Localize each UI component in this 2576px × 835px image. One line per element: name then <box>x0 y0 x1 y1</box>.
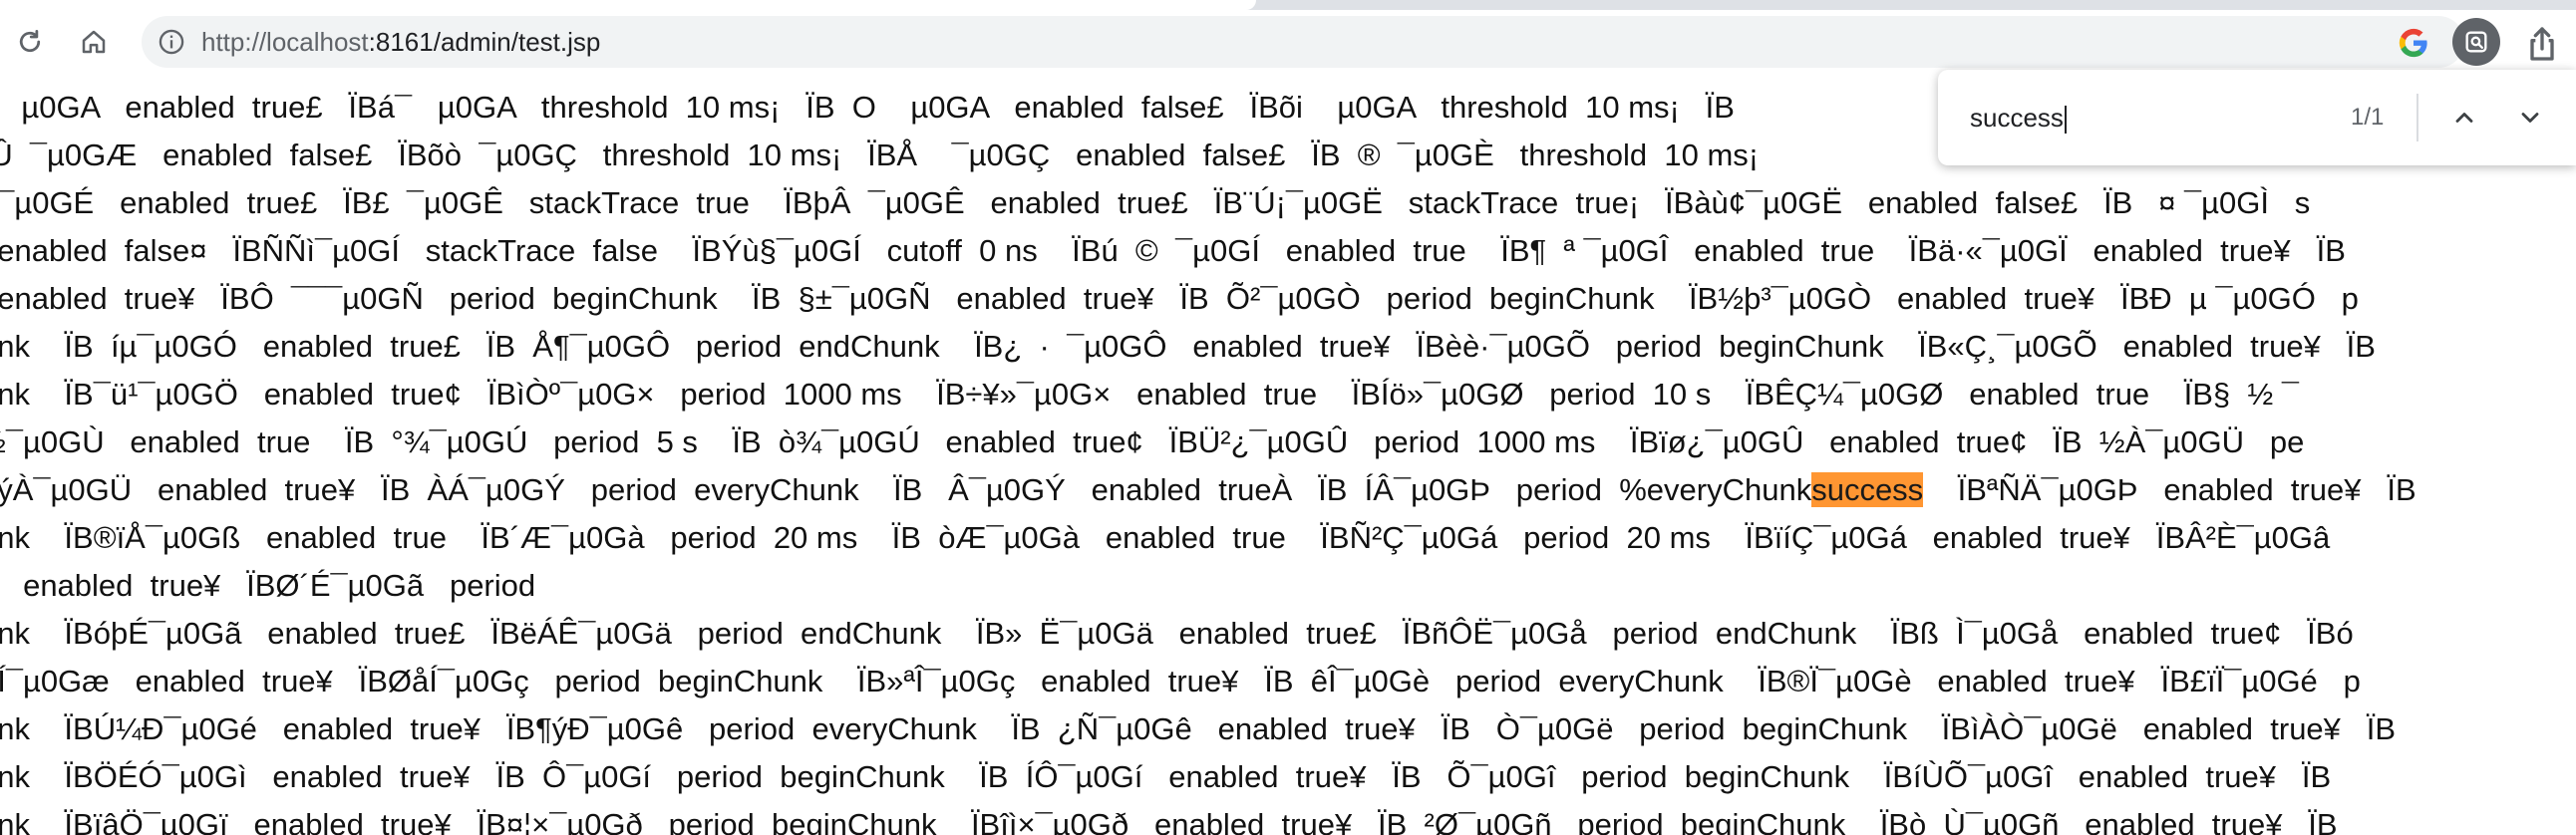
find-query-text: success <box>1970 103 2064 133</box>
find-previous-button[interactable] <box>2444 98 2484 138</box>
text-caret <box>2064 106 2067 135</box>
text-line: ¨Û ¯µ0GÆ enabled false£ ÏBõò ¯µ0GÇ thres… <box>0 138 1760 172</box>
find-match-count: 1/1 <box>2351 104 2385 131</box>
home-button[interactable] <box>72 20 116 64</box>
text-line: unk ÏB¯ü¹¯µ0GÖ enabled true¢ ÏBìÒº¯µ0G× … <box>0 377 2299 412</box>
text-line: y µ0GA enabled true£ ÏBá¯ µ0GA threshold… <box>0 90 1735 125</box>
url-path: :8161/admin/test.jsp <box>368 27 601 57</box>
browser-toolbar: http://localhost:8161/admin/test.jsp <box>0 0 2576 85</box>
text-line: enabled true¥ ÏBÔ ¯¯¯µ0GÑ period beginCh… <box>0 281 2359 316</box>
url-text[interactable]: http://localhost:8161/admin/test.jsp <box>201 16 600 68</box>
text-line: unk ÏBÖÉÓ¯µ0Gì enabled true¥ ÏB Ô¯µ0Gí p… <box>0 759 2332 794</box>
active-tab-edge <box>0 0 1256 10</box>
text-line: unk ÏBïâÖ¯µ0Gï enabled true¥ ÏB¤¦×¯µ0Gð … <box>0 807 2338 835</box>
text-line: ¯µ0GÉ enabled true£ ÏB£ ¯µ0GÊ stackTrace… <box>0 185 2311 220</box>
address-bar[interactable]: http://localhost:8161/admin/test.jsp <box>142 16 2464 68</box>
find-next-button[interactable] <box>2510 98 2550 138</box>
chevron-up-icon <box>2455 113 2473 123</box>
find-match-highlight: success <box>1811 472 1924 507</box>
page-content: y µ0GA enabled true£ ÏBá¯ µ0GA threshold… <box>0 84 2576 835</box>
share-icon[interactable] <box>2522 24 2562 64</box>
find-divider <box>2416 94 2418 141</box>
text-line: unk ÏBÚ¼Ð¯µ0Gé enabled true¥ ÏB¶ýÐ¯µ0Gê … <box>0 711 2397 746</box>
text-line: enabled false¤ ÏBÑÑì¯µ0GÍ stackTrace fal… <box>0 233 2346 268</box>
google-icon[interactable] <box>2397 26 2430 60</box>
text-line: unk ÏB íµ¯µ0GÓ enabled true£ ÏB Å¶¯µ0GÔ … <box>0 329 2376 364</box>
find-bar: success 1/1 <box>1938 70 2576 165</box>
lens-button[interactable] <box>2452 18 2500 66</box>
reload-button[interactable] <box>8 20 52 64</box>
home-icon <box>82 30 106 54</box>
text-line: unk ÏBóþÉ¯µ0Gã enabled true£ ÏBëÁÊ¯µ0Gä … <box>0 616 2354 651</box>
info-icon[interactable] <box>158 28 185 56</box>
text-line: unk ÏB®ïÅ¯µ0Gß enabled true ÏB´Æ¯µ0Gà pe… <box>0 520 2331 555</box>
text-line-with-match: õýÀ¯µ0GÜ enabled true¥ ÏB ÀÁ¯µ0GÝ period… <box>0 472 2416 507</box>
text-line: Í¯µ0Gæ enabled true¥ ÏBØåÍ¯µ0Gç period b… <box>0 664 2361 698</box>
text-line: â enabled true¥ ÏBØ´É¯µ0Gã period <box>0 568 536 603</box>
tab-strip <box>0 0 2576 10</box>
text-line: ½¯µ0GÙ enabled true ÏB °¾¯µ0GÚ period 5 … <box>0 424 2305 459</box>
lens-icon <box>2465 31 2487 53</box>
chevron-down-icon <box>2521 113 2539 123</box>
url-host: http://localhost <box>201 27 369 57</box>
reload-icon <box>19 30 41 53</box>
find-input[interactable]: success <box>1970 70 2067 165</box>
